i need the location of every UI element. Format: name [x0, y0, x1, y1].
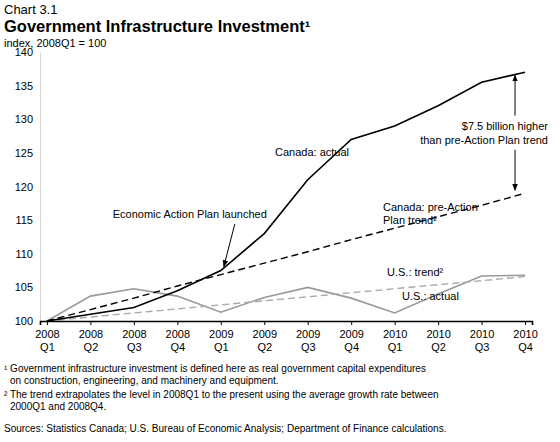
y-axis: 100 105 110 115 120 125 130 135 140 — [15, 46, 41, 327]
x-tick-label: 2009Q1 — [209, 328, 233, 353]
series-label: U.S.: actual — [402, 290, 459, 302]
x-axis-line — [41, 322, 533, 326]
x-tick-mark — [221, 321, 222, 325]
x-tick: 2008Q3 — [122, 321, 146, 353]
annotation-text: $7.5 billion higher — [462, 120, 549, 132]
x-tick: 2009Q2 — [253, 321, 277, 353]
y-tick-label: 135 — [15, 80, 33, 92]
series-line — [47, 277, 525, 321]
x-tick-label: 2008Q3 — [122, 328, 146, 353]
x-tick-mark — [395, 321, 396, 325]
x-tick: 2010Q1 — [383, 321, 407, 353]
source: Sources: Statistics Canada; U.S. Bureau … — [4, 423, 446, 434]
x-tick: 2009Q4 — [339, 321, 363, 353]
y-tick: 100 — [15, 315, 40, 327]
x-tick-label: 2009Q3 — [296, 328, 320, 353]
series-line — [47, 275, 525, 321]
chart: Chart 3.1Government Infrastructure Inves… — [0, 0, 560, 442]
title: Government Infrastructure Investment¹ — [4, 17, 310, 35]
footnote: 2000Q1 and 2008Q4. — [10, 401, 106, 412]
footnote: ² The trend extrapolates the level in 20… — [4, 389, 439, 400]
y-tick: 140 — [15, 46, 40, 58]
x-tick: 2008Q1 — [35, 321, 59, 353]
x-tick-mark — [482, 321, 483, 325]
y-tick: 105 — [15, 281, 40, 293]
y-tick-label: 130 — [15, 113, 33, 125]
y-tick: 110 — [15, 248, 40, 260]
x-tick-mark — [264, 321, 265, 325]
x-tick: 2008Q4 — [166, 321, 190, 353]
y-tick: 120 — [15, 181, 40, 193]
annotation-arrow — [224, 224, 235, 267]
x-axis: 2008Q1 2008Q2 2008Q3 2008Q4 2009Q1 2009Q2 2009… — [35, 321, 538, 353]
series-line — [47, 72, 525, 321]
annotation-text: than pre-Action Plan trend — [420, 134, 548, 146]
y-tick-label: 100 — [15, 315, 33, 327]
y-axis-line — [40, 53, 41, 322]
x-tick-mark — [351, 321, 352, 325]
y-tick-label: 140 — [15, 46, 33, 58]
chart-container: Chart 3.1Government Infrastructure Inves… — [0, 0, 560, 442]
x-tick-mark — [525, 321, 526, 325]
annotation-arrow — [515, 75, 516, 116]
annotation: $7.5 billion higher than pre-Action Plan … — [420, 75, 548, 190]
y-tick: 135 — [15, 80, 40, 92]
footnote: ¹ Government infrastructure investment i… — [4, 363, 426, 374]
annotation-arrow — [515, 150, 516, 191]
x-tick-label: 2010Q1 — [383, 328, 407, 353]
x-tick-label: 2010Q3 — [470, 328, 494, 353]
x-tick-mark — [177, 321, 178, 325]
y-tick: 115 — [15, 214, 40, 226]
x-tick: 2008Q2 — [79, 321, 103, 353]
x-tick-label: 2008Q1 — [35, 328, 59, 353]
x-tick-mark — [47, 321, 48, 325]
x-tick: 2010Q3 — [470, 321, 494, 353]
y-tick-label: 120 — [15, 181, 33, 193]
x-tick-label: 2010Q2 — [426, 328, 450, 353]
x-tick-mark — [90, 321, 91, 325]
y-tick-label: 115 — [15, 214, 33, 226]
x-tick-mark — [438, 321, 439, 325]
x-tick: 2010Q4 — [513, 321, 537, 353]
x-tick-label: 2009Q4 — [339, 328, 363, 353]
x-tick-mark — [308, 321, 309, 325]
y-tick: 130 — [15, 113, 40, 125]
x-tick-label: 2010Q4 — [513, 328, 537, 353]
y-tick-label: 105 — [15, 281, 33, 293]
x-tick-label: 2008Q2 — [79, 328, 103, 353]
plot-area — [47, 72, 525, 321]
x-tick: 2010Q2 — [426, 321, 450, 353]
series-label: Canada: actual — [275, 146, 349, 158]
annotation: Economic Action Plan launched — [113, 208, 267, 267]
series-line — [47, 193, 525, 321]
x-tick-label: 2008Q4 — [166, 328, 190, 353]
x-tick: 2009Q1 — [209, 321, 233, 353]
annotation-text: Economic Action Plan launched — [113, 208, 267, 220]
footnote: on construction, engineering, and machin… — [10, 375, 279, 386]
y-tick-label: 110 — [15, 248, 33, 260]
y-tick: 125 — [15, 147, 40, 159]
series-label: U.S.: trend² — [387, 266, 444, 278]
chart-number: Chart 3.1 — [4, 2, 57, 17]
x-tick-label: 2009Q2 — [253, 328, 277, 353]
x-tick-mark — [134, 321, 135, 325]
series-label: Canada: pre-ActionPlan trend² — [383, 201, 478, 226]
y-tick-label: 125 — [15, 147, 33, 159]
x-tick: 2009Q3 — [296, 321, 320, 353]
